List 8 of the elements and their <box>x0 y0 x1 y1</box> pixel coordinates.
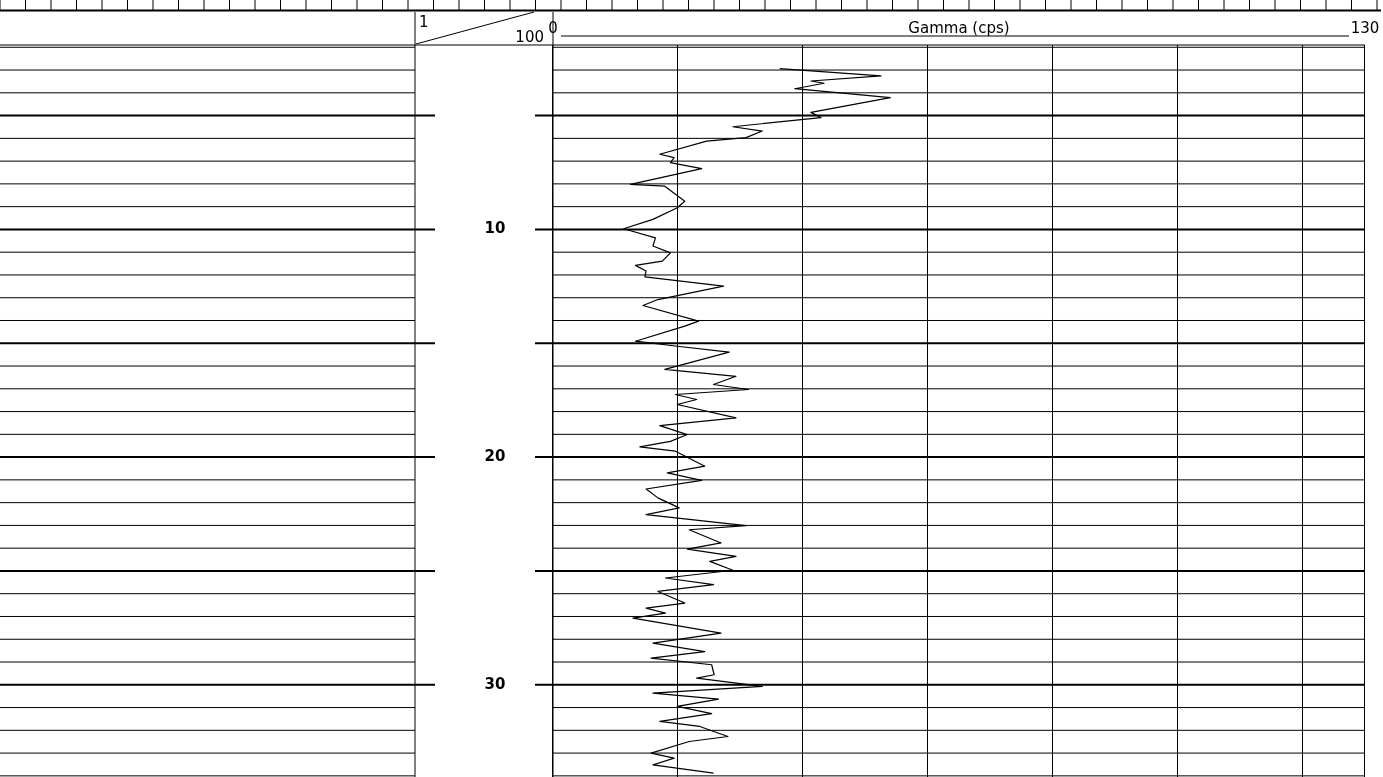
x-axis-title: Gamma (cps) <box>908 19 1010 37</box>
y-tick-label: 10 <box>484 219 506 238</box>
text: 1 <box>419 13 429 31</box>
x-tick-label: 130 <box>1350 19 1380 37</box>
y-tick-label: 20 <box>484 447 506 465</box>
text: 100 <box>515 28 544 46</box>
x-tick-label: 0 <box>548 19 558 37</box>
y-tick-label: 30 <box>484 674 506 693</box>
